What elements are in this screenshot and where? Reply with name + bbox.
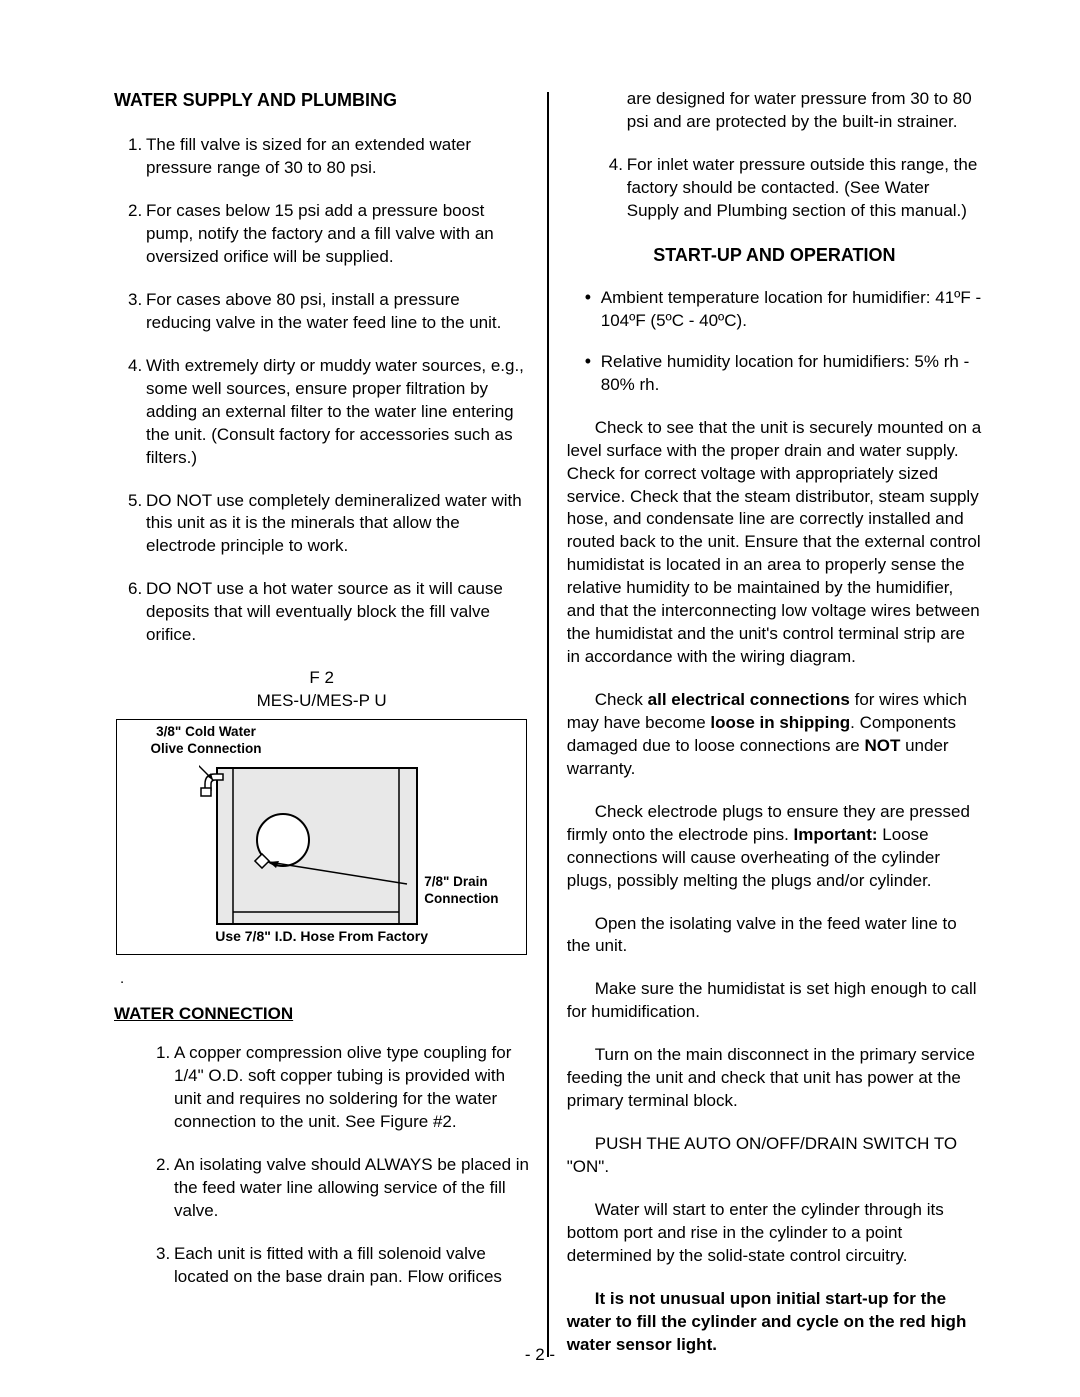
paragraph: Check electrode plugs to ensure they are…: [567, 801, 982, 893]
bold-text: all electrical connections: [648, 690, 850, 709]
unit-diagram-icon: [199, 762, 429, 932]
left-column: WATER SUPPLY AND PLUMBING The fill valve…: [96, 88, 547, 1377]
paragraph: PUSH THE AUTO ON/OFF/DRAIN SWITCH TO "ON…: [567, 1133, 982, 1179]
list-item: Each unit is fitted with a fill solenoid…: [156, 1243, 529, 1289]
list-item: Relative humidity location for humidifie…: [585, 351, 982, 397]
figure-subtitle: MES-U/MES-P U: [114, 690, 529, 713]
right-column: are designed for water pressure from 30 …: [549, 88, 1000, 1377]
figure-label-hose: Use 7/8" I.D. Hose From Factory: [117, 927, 526, 946]
water-connection-list-cont: are designed for water pressure from 30 …: [567, 88, 982, 223]
figure-label-drain: 7/8" Drain Connection: [424, 874, 514, 908]
figure-box: 3/8" Cold Water Olive Connection: [116, 719, 527, 955]
water-supply-list: The fill valve is sized for an extended …: [114, 134, 529, 647]
heading-startup: START-UP AND OPERATION: [567, 243, 982, 267]
text: Check: [595, 690, 648, 709]
list-item: 4.For inlet water pressure outside this …: [609, 154, 982, 223]
paragraph: Make sure the humidistat is set high eno…: [567, 978, 982, 1024]
list-item: With extremely dirty or muddy water sour…: [128, 355, 529, 470]
figure-label-cold-water: 3/8" Cold Water Olive Connection: [131, 724, 281, 758]
bold-text: loose in shipping: [710, 713, 850, 732]
list-item: For cases below 15 psi add a pressure bo…: [128, 200, 529, 269]
list-item: are designed for water pressure from 30 …: [609, 88, 982, 134]
bold-text: NOT: [864, 736, 900, 755]
heading-water-connection: WATER CONNECTION: [114, 1003, 529, 1026]
stray-dot: .: [120, 969, 529, 989]
paragraph: Turn on the main disconnect in the prima…: [567, 1044, 982, 1113]
list-item: A copper compression olive type coupling…: [156, 1042, 529, 1134]
list-item: Ambient temperature location for humidif…: [585, 287, 982, 333]
list-item: DO NOT use completely demineralized wate…: [128, 490, 529, 559]
paragraph: Check all electrical connections for wir…: [567, 689, 982, 781]
list-item: For cases above 80 psi, install a pressu…: [128, 289, 529, 335]
figure-title: F 2: [114, 667, 529, 690]
startup-bullets: Ambient temperature location for humidif…: [567, 287, 982, 397]
list-item: An isolating valve should ALWAYS be plac…: [156, 1154, 529, 1223]
paragraph: Check to see that the unit is securely m…: [567, 417, 982, 669]
page-number: - 2 -: [0, 1344, 1080, 1367]
list-item: DO NOT use a hot water source as it will…: [128, 578, 529, 647]
heading-water-supply: WATER SUPPLY AND PLUMBING: [114, 88, 529, 112]
page: WATER SUPPLY AND PLUMBING The fill valve…: [0, 0, 1080, 1377]
paragraph: Open the isolating valve in the feed wat…: [567, 913, 982, 959]
water-connection-list: A copper compression olive type coupling…: [114, 1042, 529, 1288]
list-item: The fill valve is sized for an extended …: [128, 134, 529, 180]
paragraph: Water will start to enter the cylinder t…: [567, 1199, 982, 1268]
bold-text: Important:: [794, 825, 878, 844]
